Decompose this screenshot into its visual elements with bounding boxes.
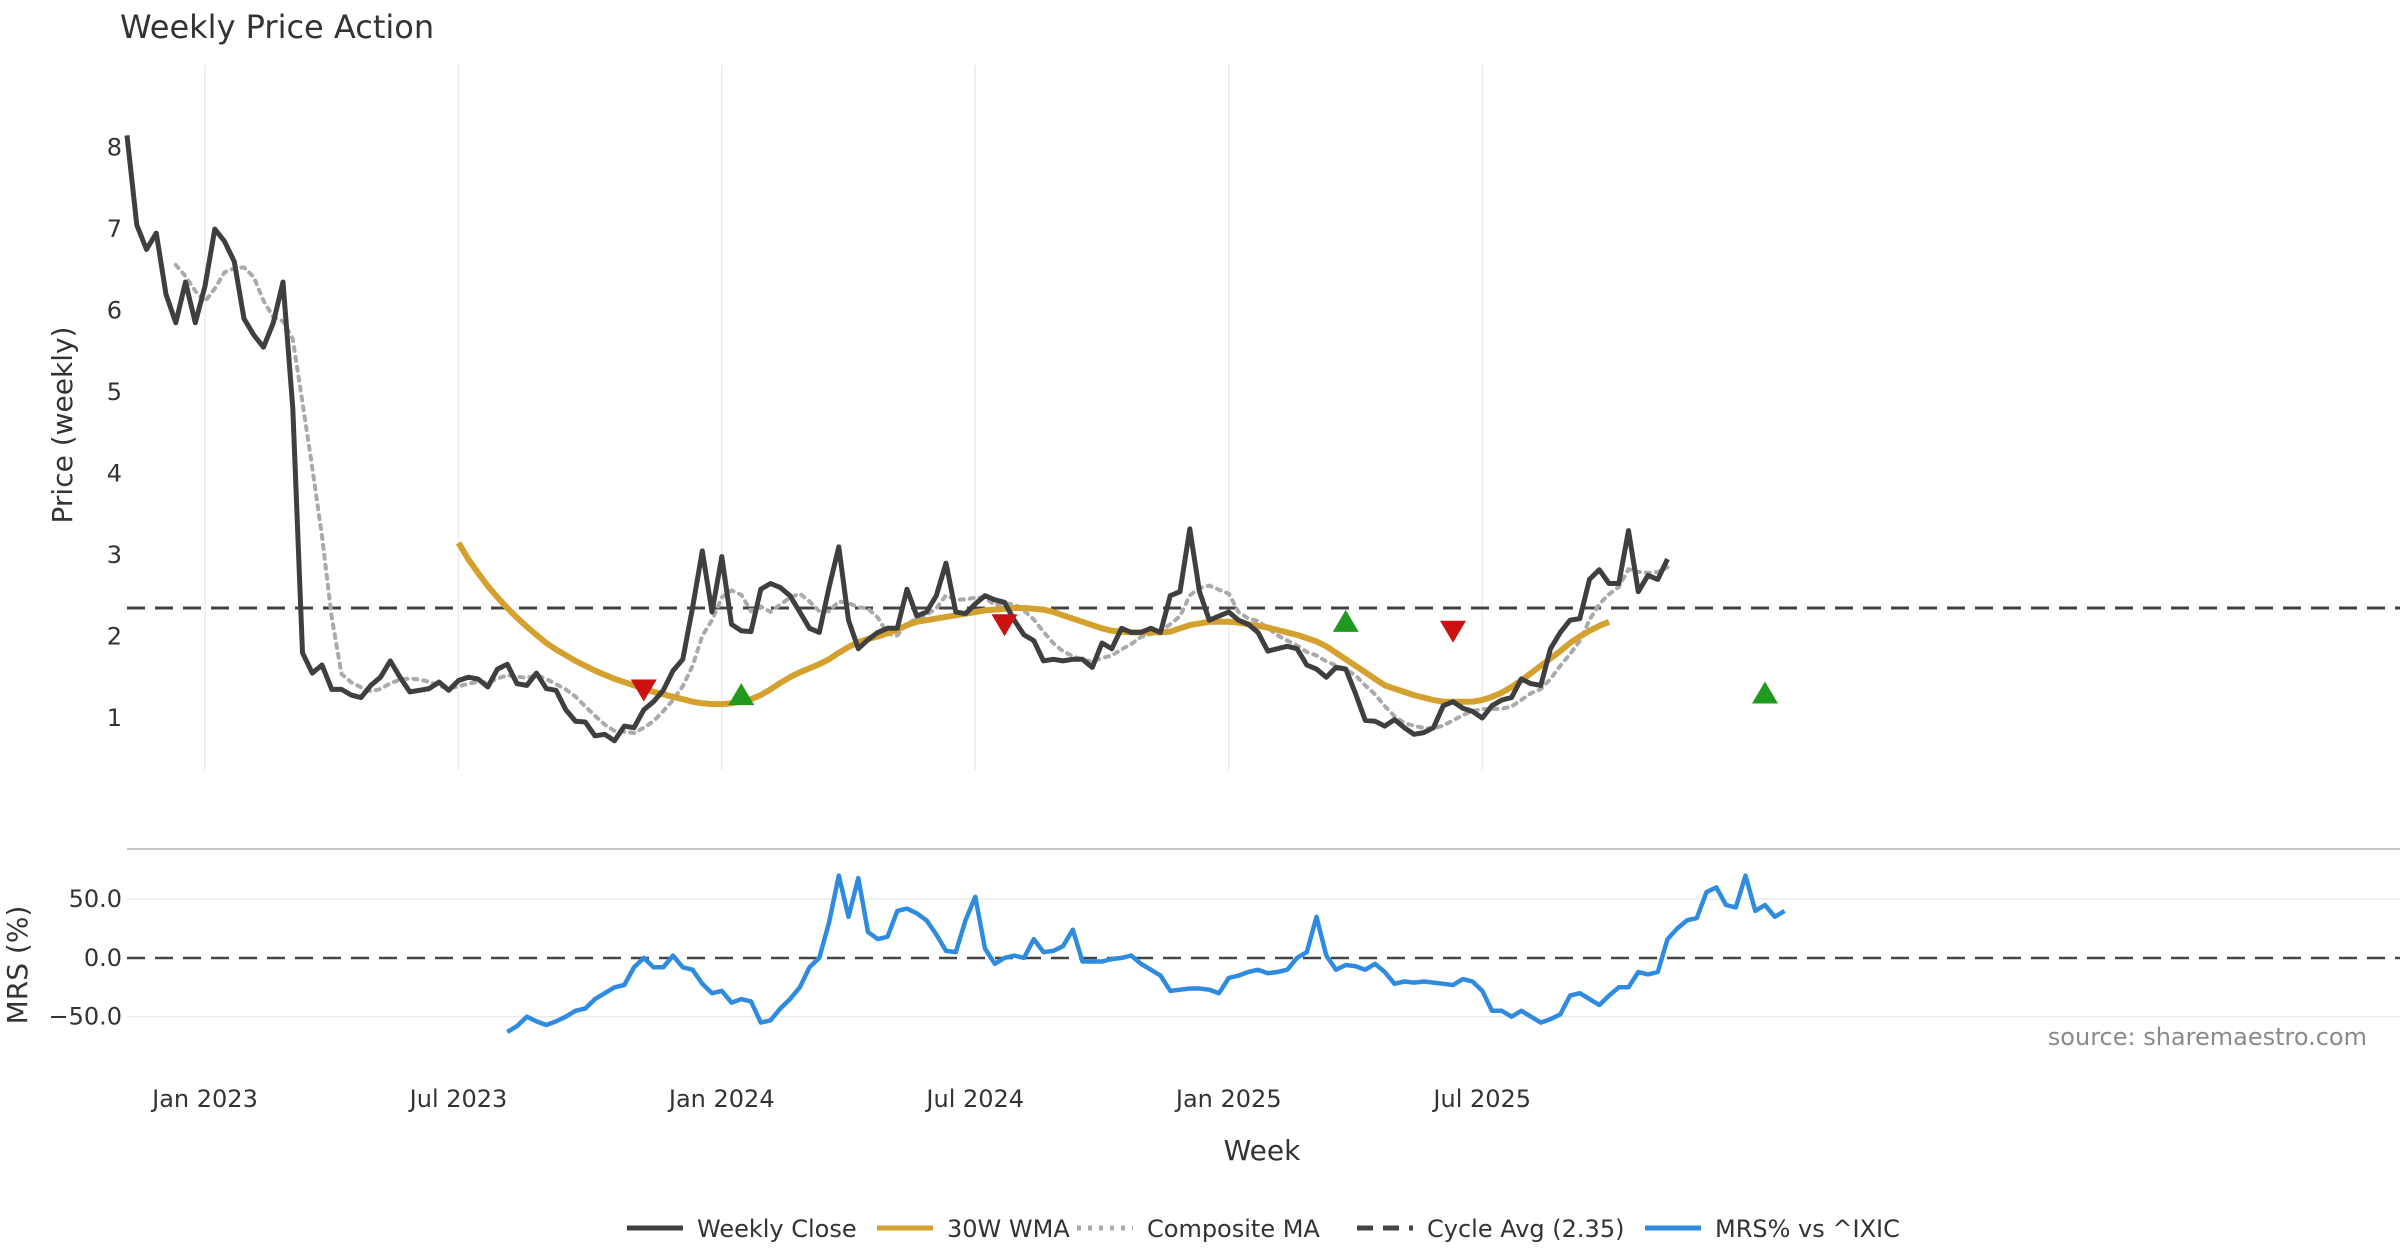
buy-signal-marker: [1752, 681, 1778, 704]
price-y-tick-label: 7: [107, 215, 122, 243]
chart-title: Weekly Price Action: [120, 8, 434, 46]
x-tick-label: Jul 2025: [1431, 1085, 1531, 1113]
price-y-tick-label: 6: [107, 297, 122, 325]
signal-markers: [630, 609, 1778, 706]
mrs-y-tick-label: 0.0: [84, 944, 122, 972]
sell-signal-marker: [991, 614, 1018, 637]
source-note: source: sharemaestro.com: [2048, 1023, 2367, 1051]
legend-label: Weekly Close: [697, 1215, 857, 1243]
legend: Weekly Close 30W WMA Composite MA Cycle Avg…: [627, 1215, 1900, 1243]
x-axis-label: Week: [1224, 1134, 1301, 1167]
sell-signal-marker: [1440, 620, 1466, 643]
price-y-tick-label: 1: [107, 704, 122, 732]
x-tick-label: Jan 2025: [1174, 1085, 1282, 1113]
grid: [127, 65, 2400, 1018]
legend-label: MRS% vs ^IXIC: [1715, 1215, 1900, 1243]
mrs-y-tick-label: 50.0: [69, 885, 122, 913]
composite-ma-line: [173, 262, 1670, 736]
price-y-tick-label: 8: [107, 134, 122, 162]
price-ylabel: Price (weekly): [46, 327, 79, 524]
mrs-y-tick-label: −50.0: [48, 1003, 122, 1031]
x-ticks: Jan 2023 Jul 2023 Jan 2024 Jul 2024 Jan 2025…: [150, 1085, 1531, 1113]
x-tick-label: Jul 2024: [924, 1085, 1024, 1113]
y-ticks: 1 2 3 4 5 6 7 8 50.0 0.0 −50.0: [48, 134, 122, 1031]
price-y-tick-label: 3: [107, 541, 122, 569]
price-y-tick-label: 4: [107, 460, 122, 488]
price-y-tick-label: 5: [107, 378, 122, 406]
x-tick-label: Jul 2023: [408, 1085, 508, 1113]
weekly-close-line: [124, 135, 1670, 744]
legend-label: Composite MA: [1147, 1215, 1320, 1243]
legend-label: 30W WMA: [947, 1215, 1070, 1243]
mrs-line: [506, 873, 1786, 1034]
wma30-line: [455, 541, 1611, 708]
sell-signal-marker: [630, 679, 657, 702]
series: [124, 135, 2400, 1034]
price-y-tick-label: 2: [107, 622, 122, 650]
legend-label: Cycle Avg (2.35): [1427, 1215, 1624, 1243]
x-tick-label: Jan 2023: [150, 1085, 258, 1113]
mrs-ylabel: MRS (%): [1, 906, 34, 1025]
x-tick-label: Jan 2024: [667, 1085, 775, 1113]
buy-signal-marker: [728, 683, 755, 706]
buy-signal-marker: [1332, 609, 1359, 632]
